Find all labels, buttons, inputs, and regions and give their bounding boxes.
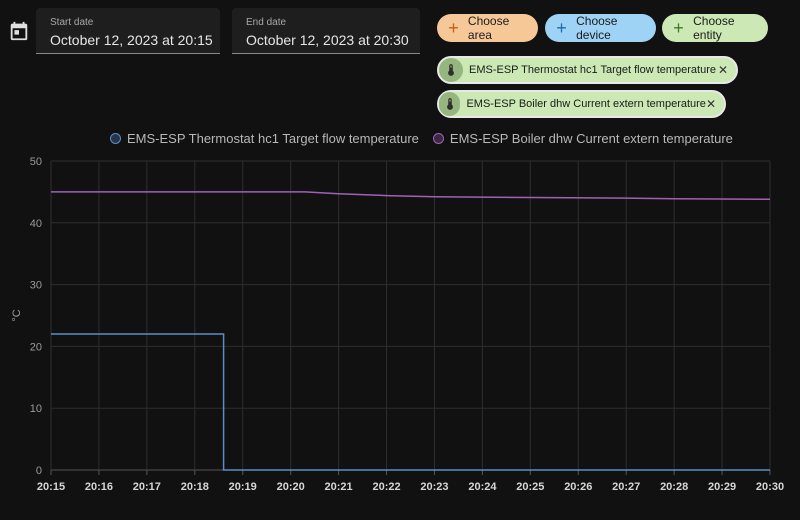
y-tick-label: 20 bbox=[30, 341, 42, 353]
y-tick-label: 30 bbox=[30, 280, 42, 292]
x-tick-label: 20:23 bbox=[420, 481, 448, 493]
legend-marker bbox=[110, 133, 121, 144]
x-tick-label: 20:26 bbox=[564, 481, 592, 493]
choose-device-button[interactable]: + Choose device bbox=[545, 14, 656, 42]
x-tick-label: 20:18 bbox=[181, 481, 209, 493]
choose-area-button[interactable]: + Choose area bbox=[437, 14, 538, 42]
legend-item-boiler[interactable]: EMS-ESP Boiler dhw Current extern temper… bbox=[432, 131, 733, 146]
y-axis-label: °C bbox=[11, 309, 23, 321]
legend-marker bbox=[432, 133, 444, 144]
legend-label: EMS-ESP Thermostat hc1 Target flow tempe… bbox=[127, 131, 419, 146]
x-tick-label: 20:29 bbox=[708, 481, 736, 493]
entity-chip-thermostat[interactable]: EMS-ESP Thermostat hc1 Target flow tempe… bbox=[437, 56, 738, 84]
y-tick-label: 40 bbox=[30, 218, 42, 230]
legend-label: EMS-ESP Boiler dhw Current extern temper… bbox=[449, 131, 733, 146]
x-tick-label: 20:22 bbox=[372, 481, 400, 493]
plus-icon: + bbox=[448, 18, 459, 38]
close-icon[interactable]: ✕ bbox=[705, 97, 716, 111]
calendar-icon[interactable] bbox=[8, 20, 30, 42]
chart-legend: EMS-ESP Thermostat hc1 Target flow tempe… bbox=[110, 131, 747, 146]
plus-icon: + bbox=[673, 18, 684, 38]
y-tick-label: 50 bbox=[30, 156, 42, 168]
x-tick-label: 20:16 bbox=[85, 481, 113, 493]
x-tick-label: 20:30 bbox=[756, 481, 784, 493]
entity-chip-label: EMS-ESP Boiler dhw Current extern temper… bbox=[466, 98, 706, 110]
entity-chip-boiler[interactable]: EMS-ESP Boiler dhw Current extern temper… bbox=[437, 90, 726, 118]
history-chart[interactable]: 0 10 20 30 40 50 20:15 20:16 20:17 20:18 20:19 20:2… bbox=[0, 150, 800, 520]
x-tick-label: 20:21 bbox=[325, 481, 353, 493]
thermometer-icon bbox=[439, 92, 461, 116]
choose-device-label: Choose device bbox=[576, 14, 618, 42]
entity-chip-label: EMS-ESP Thermostat hc1 Target flow tempe… bbox=[469, 64, 717, 76]
x-tick-label: 20:25 bbox=[516, 481, 544, 493]
y-tick-label: 10 bbox=[30, 403, 42, 415]
close-icon[interactable]: ✕ bbox=[717, 63, 728, 77]
start-date-value: October 12, 2023 at 20:15 bbox=[50, 32, 213, 48]
y-tick-label: 0 bbox=[36, 465, 42, 477]
series-line-2 bbox=[51, 191, 771, 201]
choose-area-label: Choose area bbox=[467, 14, 510, 42]
x-tick-label: 20:15 bbox=[37, 481, 65, 493]
choose-entity-button[interactable]: + Choose entity bbox=[662, 14, 768, 42]
legend-item-thermostat[interactable]: EMS-ESP Thermostat hc1 Target flow tempe… bbox=[110, 131, 419, 146]
x-tick-label: 20:20 bbox=[277, 481, 305, 493]
x-tick-label: 20:17 bbox=[133, 481, 161, 493]
x-tick-label: 20:27 bbox=[612, 481, 640, 493]
end-date-label: End date bbox=[246, 17, 287, 28]
choose-entity-label: Choose entity bbox=[693, 14, 735, 42]
end-date-value: October 12, 2023 at 20:30 bbox=[246, 32, 409, 48]
x-tick-label: 20:28 bbox=[660, 481, 688, 493]
start-date-label: Start date bbox=[50, 17, 94, 28]
x-tick-label: 20:24 bbox=[468, 481, 497, 493]
end-date-field[interactable]: End date October 12, 2023 at 20:30 bbox=[232, 8, 420, 54]
plus-icon: + bbox=[556, 18, 567, 38]
start-date-field[interactable]: Start date October 12, 2023 at 20:15 bbox=[36, 8, 220, 54]
thermometer-icon bbox=[439, 58, 463, 82]
x-tick-label: 20:19 bbox=[229, 481, 257, 493]
series-line-1 bbox=[51, 333, 770, 471]
